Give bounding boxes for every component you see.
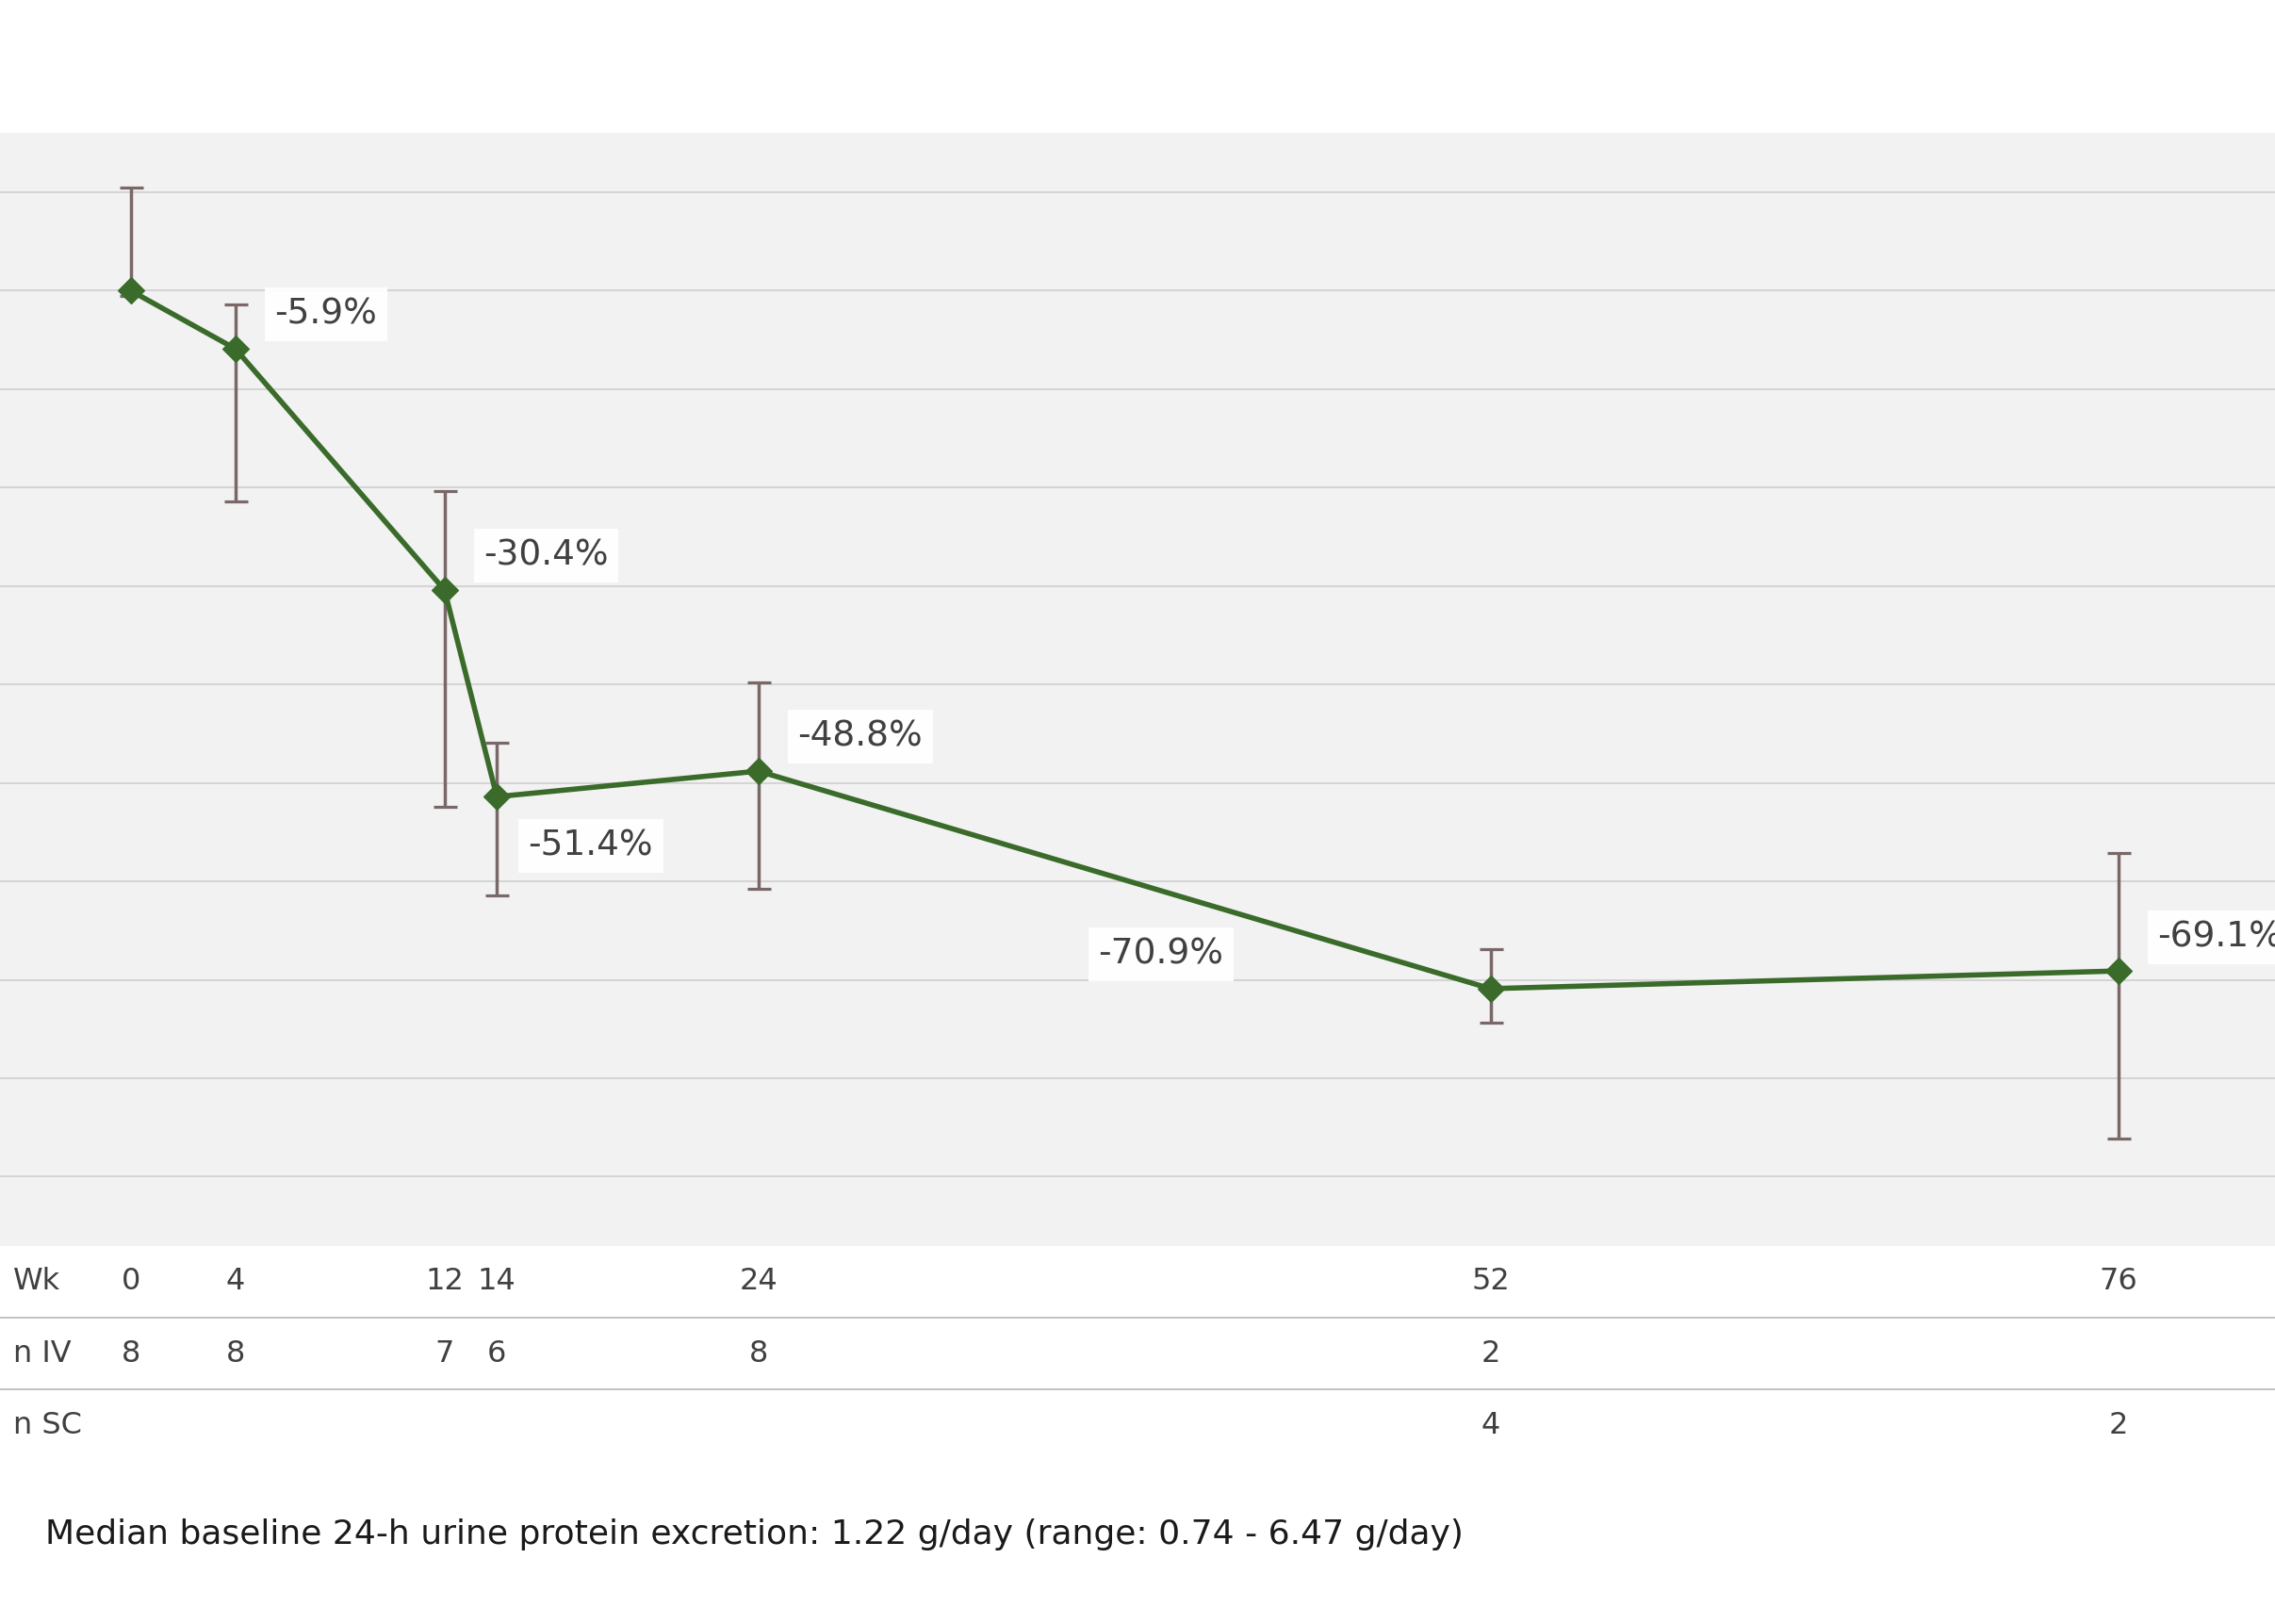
Point	[111, 278, 148, 304]
Text: n SC: n SC	[14, 1411, 82, 1440]
Text: 2: 2	[2109, 1411, 2127, 1440]
Text: 52: 52	[1472, 1267, 1511, 1296]
Text: 2: 2	[1481, 1340, 1499, 1367]
Text: 76: 76	[2100, 1267, 2136, 1296]
Point	[2100, 958, 2136, 984]
Point	[739, 758, 776, 784]
Text: 8: 8	[225, 1340, 246, 1367]
Text: 0: 0	[121, 1267, 141, 1296]
Text: 8: 8	[121, 1340, 141, 1367]
Text: 8: 8	[748, 1340, 769, 1367]
Text: -69.1%: -69.1%	[2157, 919, 2275, 953]
Text: -5.9%: -5.9%	[275, 297, 378, 331]
Point	[1472, 976, 1508, 1002]
Point	[478, 784, 514, 810]
Text: -48.8%: -48.8%	[799, 719, 924, 754]
Text: 7: 7	[435, 1340, 455, 1367]
Text: 4: 4	[1481, 1411, 1499, 1440]
Text: 14: 14	[478, 1267, 516, 1296]
Text: Wk: Wk	[14, 1267, 61, 1296]
Point	[425, 577, 462, 603]
Text: -30.4%: -30.4%	[485, 539, 610, 573]
Text: n IV: n IV	[14, 1340, 71, 1367]
Text: 24: 24	[739, 1267, 778, 1296]
Text: -51.4%: -51.4%	[528, 830, 653, 864]
Text: % Reduction in UPCR: % Reduction in UPCR	[748, 36, 1527, 97]
Text: -70.9%: -70.9%	[1099, 937, 1224, 971]
Text: 4: 4	[225, 1267, 246, 1296]
Point	[216, 336, 253, 362]
Text: 12: 12	[425, 1267, 464, 1296]
Text: Median baseline 24-h urine protein excretion: 1.22 g/day (range: 0.74 - 6.47 g/d: Median baseline 24-h urine protein excre…	[46, 1518, 1463, 1551]
Text: 6: 6	[487, 1340, 507, 1367]
